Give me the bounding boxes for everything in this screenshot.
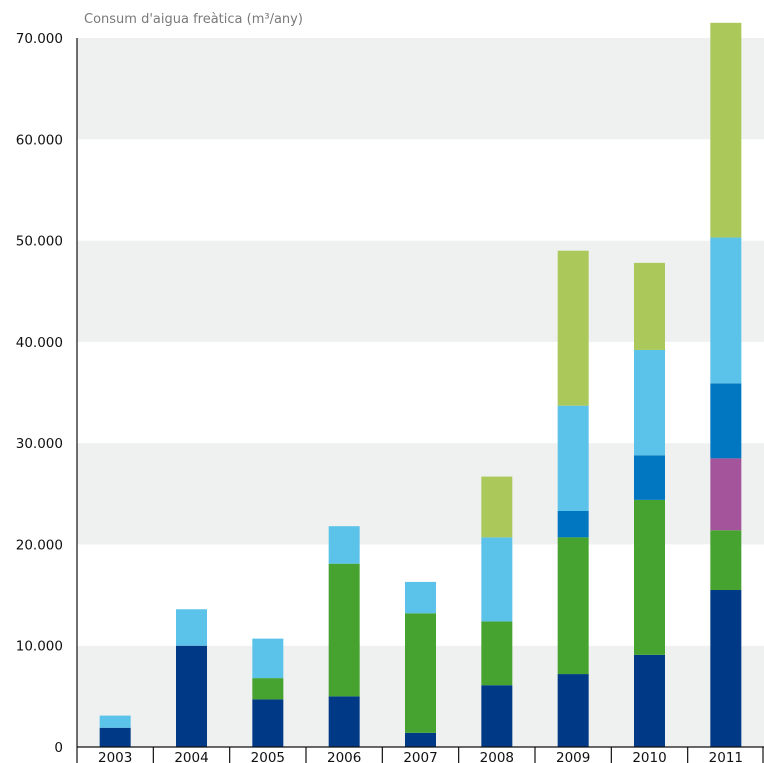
x-tick-label: 2006	[327, 750, 361, 763]
y-tick-label: 0	[54, 740, 63, 756]
x-tick-label: 2009	[556, 750, 590, 763]
bar-segment	[557, 674, 589, 747]
grid-band	[77, 139, 764, 241]
bar-segment	[710, 590, 742, 747]
bar-segment	[481, 476, 513, 538]
x-tick-label: 2010	[632, 750, 666, 763]
bar-segment	[252, 678, 284, 700]
y-tick-label: 20.000	[16, 537, 63, 553]
x-tick-label: 2005	[251, 750, 285, 763]
y-tick-label: 40.000	[16, 335, 63, 351]
bar-segment	[481, 685, 513, 747]
bar-segment	[405, 732, 436, 747]
bar-segment	[710, 530, 742, 591]
bar-segment	[405, 613, 436, 733]
bar-segment	[634, 455, 665, 500]
grid-band	[77, 38, 764, 140]
bar-segment	[634, 349, 665, 456]
y-tick-label: 50.000	[16, 234, 63, 250]
bar-segment	[176, 609, 207, 646]
bar-segment	[557, 250, 589, 406]
x-axis: 2003 2004 2005 2006 2007 2008 2009 2010 2011	[76, 38, 764, 763]
bar-segment	[710, 383, 742, 459]
bar-segment	[710, 22, 742, 238]
bar-segment	[328, 563, 360, 697]
bar-segment	[634, 654, 665, 747]
bar-segment	[710, 237, 742, 384]
bar-segment	[710, 458, 742, 531]
x-tick-label: 2004	[174, 750, 208, 763]
bar-segment	[557, 405, 589, 512]
bar-segment	[176, 645, 207, 747]
bar-segment	[252, 699, 284, 747]
y-tick-label: 10.000	[16, 639, 63, 655]
y-tick-label: 30.000	[16, 436, 63, 452]
y-axis-label: Consum d'aigua freàtica (m³/any)	[84, 12, 303, 27]
y-tick-label: 70.000	[16, 31, 63, 47]
bar-segment	[557, 511, 589, 538]
x-tick-label: 2011	[709, 750, 743, 763]
x-tick-label: 2007	[403, 750, 437, 763]
bar-segment	[99, 715, 131, 728]
bar-segment	[328, 696, 360, 747]
bar-segment	[557, 537, 589, 675]
bars	[99, 22, 742, 747]
x-tick-label: 2003	[98, 750, 132, 763]
bar-segment	[99, 727, 131, 747]
y-tick-label: 60.000	[16, 132, 63, 148]
bar-segment	[252, 638, 284, 679]
bar-segment	[634, 262, 665, 350]
x-tick-label: 2008	[480, 750, 514, 763]
bar-segment	[481, 537, 513, 622]
bar-segment	[481, 621, 513, 686]
bar-segment	[634, 499, 665, 655]
bar-segment	[405, 581, 436, 614]
bar-segment	[328, 526, 360, 564]
y-tick-labels: 0 10.000 20.000 30.000 40.000 50.000 60.000 70.…	[16, 31, 63, 756]
